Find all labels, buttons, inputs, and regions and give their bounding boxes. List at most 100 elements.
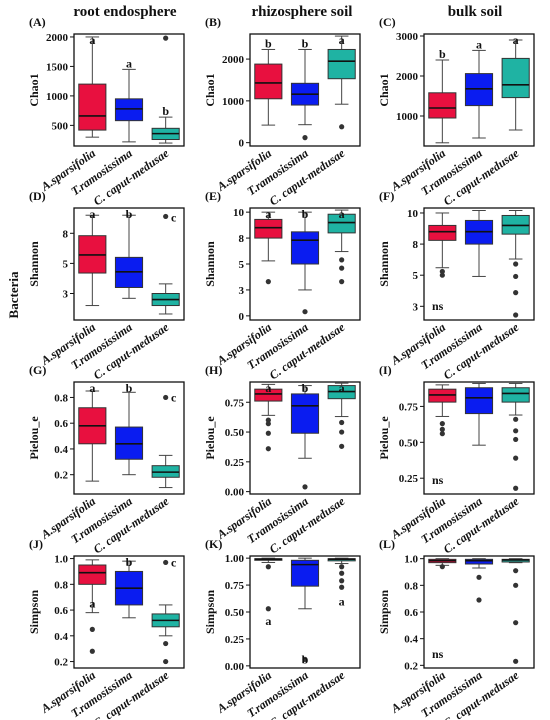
y-tick-label: 1000 [396,111,419,123]
significance-letter: b [302,653,309,667]
outlier-point [265,446,271,452]
box-body [78,564,107,585]
significance-letter: b [302,381,309,395]
outlier-point [265,279,271,285]
plot-frame [73,207,185,321]
y-tick-label: 5 [63,258,69,270]
outlier-point [513,620,519,626]
outlier-point [265,417,271,423]
outlier-point [265,421,271,427]
outlier-point [339,584,345,590]
outlier-point [163,213,169,220]
significance-letter: a [89,596,95,610]
outlier-point [476,597,482,603]
y-tick-label: 1.0 [404,554,418,566]
panel-label: (B) [205,15,221,29]
outlier-point [339,279,345,285]
significance-letter: c [171,211,177,225]
y-axis-label: Shannon [203,241,217,287]
box-body [114,98,144,122]
box-1 [78,214,107,307]
y-axis-label: Shannon [27,241,41,287]
y-tick-label: 2000 [222,54,245,66]
significance-letter: b [439,47,446,61]
plot-frame [423,207,535,321]
box-body [254,63,283,100]
y-tick-label: 0.2 [54,657,68,669]
y-tick-label: 0.25 [225,457,245,469]
y-tick-label: 0.50 [399,437,419,449]
outlier-point [302,309,308,315]
y-tick-label: 2000 [396,71,419,83]
outlier-point [89,648,95,654]
y-axis-label: Simpson [377,590,391,634]
box-3 [151,35,180,144]
significance-letter: b [265,36,272,50]
y-tick-label: 10 [407,208,419,220]
outlier-point [513,658,519,664]
y-tick-label: 0.2 [54,470,68,482]
outlier-point [339,124,345,130]
significance-letter: b [162,104,169,118]
outlier-point [163,640,169,647]
y-tick-label: 10 [233,207,245,219]
y-axis-label: Chao1 [377,73,391,106]
y-tick-label: 3 [413,301,419,313]
box-1 [78,390,107,482]
box-2 [464,558,494,603]
plot-frame [423,381,535,495]
y-tick-label: 3 [239,285,245,297]
panel-label: (C) [379,15,396,29]
box-1 [78,559,107,654]
y-tick-label: 1500 [46,61,69,73]
y-tick-label: 1.00 [225,553,245,565]
plot-frame [73,381,185,495]
panel-h: (H)Pielou_e0.000.250.500.75a b aA.sparsifo… [203,363,361,556]
significance-letter: c [171,390,177,404]
y-tick-label: 0.8 [54,392,68,404]
significance-note: ns [432,647,444,661]
y-axis-label: Simpson [203,590,217,634]
outlier-point [439,272,445,278]
box-2 [464,209,494,277]
y-axis-label: Pielou_e [203,416,217,460]
panel-i: (I)Pielou_e0.250.500.75nsA.sparsifoliaT.… [377,363,535,556]
significance-letter: a [339,595,345,609]
y-tick-label: 0.8 [54,579,68,591]
y-tick-label: 3 [63,289,69,301]
y-tick-label: 0.6 [54,605,68,617]
box-3 [501,209,530,318]
outlier-point [265,606,271,612]
panel-f: (F)Shannon35810nsA.sparsifoliaT.ramosiss… [377,189,535,382]
y-tick-label: 8 [239,233,245,245]
outlier-point [339,570,345,576]
box-body [327,213,356,234]
box-3 [327,35,356,130]
panel-l: (L)Simpson0.20.40.60.81.0nsA.sparsifolia… [377,537,535,720]
y-tick-label: 0.4 [54,444,68,456]
significance-letter: a [339,33,345,47]
y-tick-label: 0.00 [225,487,245,499]
plot-frame [423,33,535,147]
outlier-point [339,265,345,271]
outlier-point [339,419,345,426]
outlier-point [302,656,308,662]
box-1 [428,558,457,570]
y-tick-label: 0.4 [404,634,418,646]
box-1 [428,212,457,278]
outlier-point [339,564,345,570]
outlier-point [302,484,308,490]
panel-g: (G)Pielou_e0.20.40.60.8a bcA.sparsifoliaT… [27,363,185,556]
outlier-point [513,436,519,443]
outlier-point [439,421,445,427]
outlier-point [339,443,345,449]
outlier-point [302,135,308,141]
significance-note: ns [432,299,444,313]
y-axis-label: Pielou_e [377,416,391,460]
outlier-point [89,626,95,632]
